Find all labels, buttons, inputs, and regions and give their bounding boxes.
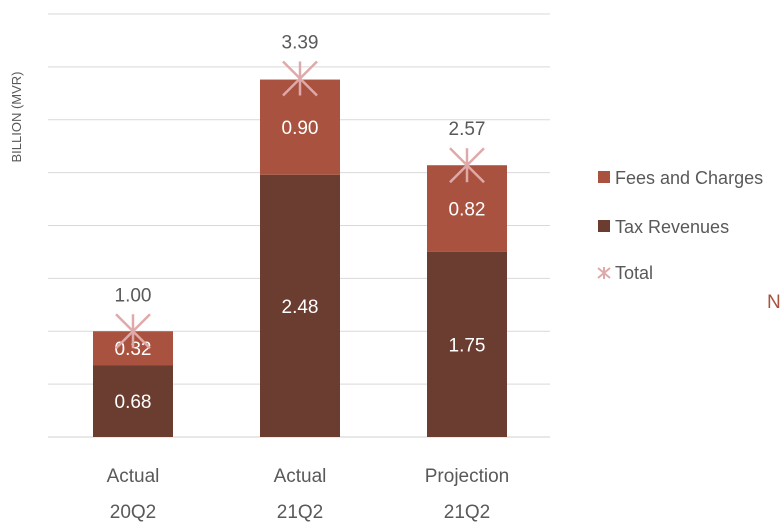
bar-segment-tax-revenues (260, 174, 340, 438)
data-label: 1.75 (449, 335, 486, 356)
legend-swatch (598, 220, 610, 232)
category-label: 21Q2 (277, 502, 323, 523)
category-label: 20Q2 (110, 502, 156, 523)
legend-label: Total (615, 263, 653, 283)
total-label: 2.57 (449, 119, 486, 140)
data-label: 0.90 (282, 118, 319, 139)
legend-swatch (598, 171, 610, 183)
data-label: 0.32 (115, 339, 152, 360)
total-label: 3.39 (282, 33, 319, 54)
bar-segment-tax-revenues (93, 365, 173, 437)
legend-label: Tax Revenues (615, 217, 729, 237)
category-label: Projection (425, 466, 510, 487)
data-label: 2.48 (282, 297, 319, 318)
legend-label: Fees and Charges (615, 168, 763, 188)
bar-segment-tax-revenues (427, 251, 507, 437)
category-label: 21Q2 (444, 502, 490, 523)
category-label: Actual (107, 466, 160, 487)
data-label: 0.68 (115, 392, 152, 413)
data-label: 0.82 (449, 200, 486, 221)
total-label: 1.00 (115, 285, 152, 306)
category-label: Actual (274, 466, 327, 487)
clipped-text-fragment: N (767, 292, 781, 313)
y-axis-label: BILLION (MVR) (9, 71, 24, 162)
